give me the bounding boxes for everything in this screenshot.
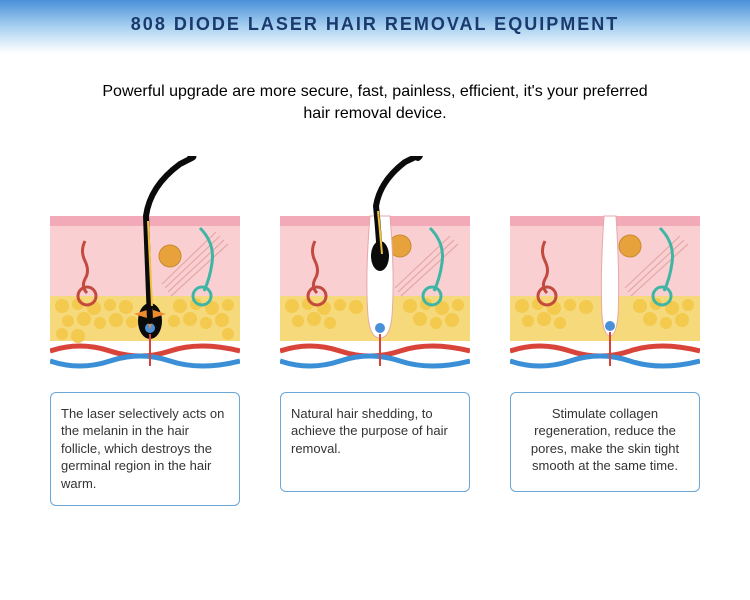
- header-banner: 808 DIODE LASER HAIR REMOVAL EQUIPMENT: [0, 0, 750, 53]
- subtitle-text: Powerful upgrade are more secure, fast, …: [0, 53, 750, 136]
- panel-stage-1: The laser selectively acts on the melani…: [45, 156, 245, 506]
- caption-1: The laser selectively acts on the melani…: [50, 392, 240, 506]
- page-title: 808 DIODE LASER HAIR REMOVAL EQUIPMENT: [0, 14, 750, 35]
- skin-diagram-1: [50, 156, 240, 376]
- panel-stage-3: Stimulate collagen regeneration, reduce …: [505, 156, 705, 506]
- panel-stage-2: Natural hair shedding, to achieve the pu…: [275, 156, 475, 506]
- skin-diagram-2: [280, 156, 470, 376]
- caption-3: Stimulate collagen regeneration, reduce …: [510, 392, 700, 492]
- caption-2: Natural hair shedding, to achieve the pu…: [280, 392, 470, 492]
- diagram-row: The laser selectively acts on the melani…: [0, 136, 750, 506]
- skin-diagram-3: [510, 156, 700, 376]
